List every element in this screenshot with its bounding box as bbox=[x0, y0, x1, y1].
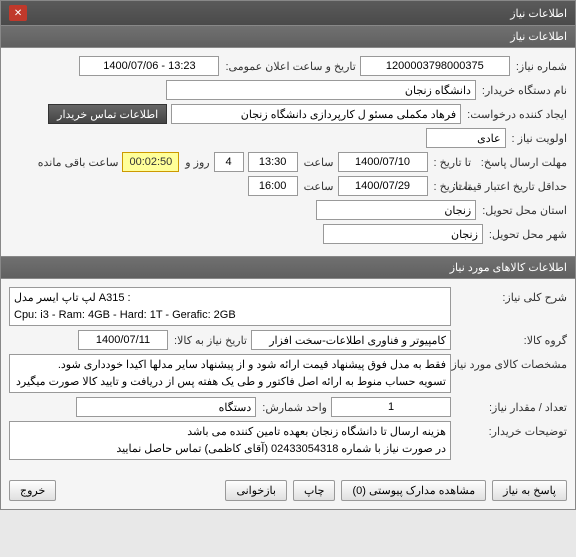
notes-label: توضیحات خریدار: bbox=[457, 421, 567, 438]
time-label-1: ساعت bbox=[304, 156, 334, 169]
city-field: زنجان bbox=[323, 224, 483, 244]
requester-label: ایجاد کننده درخواست: bbox=[467, 108, 567, 121]
form-area-2: شرح کلی نیاز: لپ تاپ ایسر مدل A315 : Cpu… bbox=[1, 279, 575, 472]
deadline-label: مهلت ارسال پاسخ: bbox=[477, 156, 567, 169]
priority-field: عادی bbox=[426, 128, 506, 148]
announce-label: تاریخ و ساعت اعلان عمومی: bbox=[225, 60, 355, 73]
price-validity-time-field: 16:00 bbox=[248, 176, 298, 196]
buyer-label: نام دستگاه خریدار: bbox=[482, 84, 567, 97]
section-header-items: اطلاعات کالاهای مورد نیاز bbox=[1, 256, 575, 279]
need-number-field: 1200003798000375 bbox=[360, 56, 510, 76]
desc-label: شرح کلی نیاز: bbox=[457, 287, 567, 304]
remaining-label: ساعت باقی مانده bbox=[38, 156, 119, 169]
refresh-button[interactable]: بازخوانی bbox=[225, 480, 287, 501]
qty-label: تعداد / مقدار نیاز: bbox=[457, 401, 567, 414]
deadline-date-field: 1400/07/10 bbox=[338, 152, 428, 172]
price-validity-label: حداقل تاریخ اعتبار قیمت: bbox=[477, 180, 567, 193]
print-button[interactable]: چاپ bbox=[293, 480, 336, 501]
reply-button[interactable]: پاسخ به نیاز bbox=[492, 480, 567, 501]
buyer-field: دانشگاه زنجان bbox=[166, 80, 476, 100]
window-title: اطلاعات نیاز bbox=[510, 7, 567, 20]
price-validity-date-field: 1400/07/29 bbox=[338, 176, 428, 196]
province-field: زنجان bbox=[316, 200, 476, 220]
unit-field: دستگاه bbox=[76, 397, 256, 417]
exit-button[interactable]: خروج bbox=[9, 480, 56, 501]
to-date-label-2: تا تاریخ : bbox=[434, 180, 471, 193]
spec-field: فقط به مدل فوق پیشنهاد قیمت ارائه شود و … bbox=[9, 354, 451, 393]
need-info-window: اطلاعات نیاز ✕ اطلاعات نیاز شماره نیاز: … bbox=[0, 0, 576, 510]
priority-label: اولویت نیاز : bbox=[512, 132, 567, 145]
time-label-2: ساعت bbox=[304, 180, 334, 193]
deadline-time-field: 13:30 bbox=[248, 152, 298, 172]
attachments-button[interactable]: مشاهده مدارک پیوستی (0) bbox=[341, 480, 486, 501]
group-field: کامپیوتر و فناوری اطلاعات-سخت افزار bbox=[251, 330, 451, 350]
buyer-contact-button[interactable]: اطلاعات تماس خریدار bbox=[48, 104, 167, 124]
section-header-info: اطلاعات نیاز bbox=[1, 25, 575, 48]
need-date-label: تاریخ نیاز به کالا: bbox=[174, 334, 247, 347]
qty-field: 1 bbox=[331, 397, 451, 417]
desc-field: لپ تاپ ایسر مدل A315 : Cpu: i3 - Ram: 4G… bbox=[9, 287, 451, 326]
form-area-1: شماره نیاز: 1200003798000375 تاریخ و ساع… bbox=[1, 48, 575, 256]
spec-label: مشخصات کالای مورد نیاز: bbox=[457, 354, 567, 371]
need-number-label: شماره نیاز: bbox=[516, 60, 567, 73]
days-field: 4 bbox=[214, 152, 244, 172]
titlebar: اطلاعات نیاز ✕ bbox=[1, 1, 575, 25]
countdown-timer: 00:02:50 bbox=[122, 152, 179, 172]
to-date-label-1: تا تاریخ : bbox=[434, 156, 471, 169]
need-date-field: 1400/07/11 bbox=[78, 330, 168, 350]
notes-field: هزینه ارسال تا دانشگاه زنجان بعهده تامین… bbox=[9, 421, 451, 460]
days-label: روز و bbox=[185, 156, 209, 169]
unit-label: واحد شمارش: bbox=[262, 401, 327, 414]
button-bar: پاسخ به نیاز مشاهده مدارک پیوستی (0) چاپ… bbox=[1, 472, 575, 509]
group-label: گروه کالا: bbox=[457, 334, 567, 347]
province-label: استان محل تحویل: bbox=[482, 204, 567, 217]
announce-field: 1400/07/06 - 13:23 bbox=[79, 56, 219, 76]
requester-field: فرهاد مکملی مسئو ل کارپردازی دانشگاه زنج… bbox=[171, 104, 461, 124]
city-label: شهر محل تحویل: bbox=[489, 228, 567, 241]
close-icon[interactable]: ✕ bbox=[9, 5, 27, 21]
